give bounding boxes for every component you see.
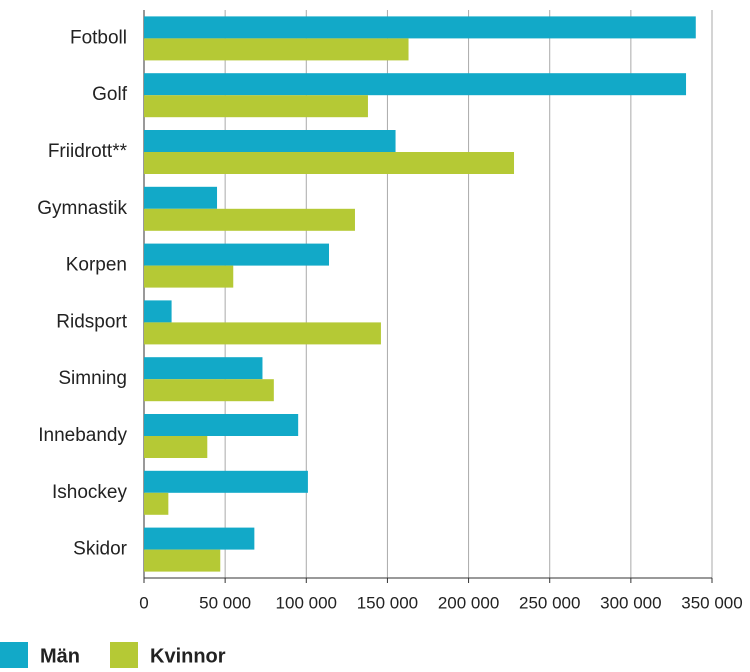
bar [144, 379, 274, 402]
bar [144, 492, 169, 515]
x-tick-label: 300 000 [600, 593, 661, 612]
bar [144, 357, 263, 380]
bar [144, 414, 299, 436]
bar [144, 265, 234, 288]
bar [144, 470, 308, 493]
bar [144, 73, 687, 96]
y-tick-label: Golf [92, 84, 128, 105]
y-tick-label: Skidor [73, 539, 128, 560]
bar [144, 300, 172, 323]
bar [144, 549, 221, 572]
bar [144, 152, 515, 174]
bar [144, 38, 409, 61]
y-tick-label: Ridsport [56, 311, 127, 332]
x-tick-label: 100 000 [276, 593, 337, 612]
bar [144, 208, 355, 231]
bar [144, 186, 218, 209]
x-tick-label: 350 000 [681, 593, 742, 612]
x-tick-label: 200 000 [438, 593, 499, 612]
y-tick-label: Simning [58, 368, 127, 389]
x-tick-label: 50 000 [199, 593, 251, 612]
legend-swatch [110, 642, 138, 668]
y-tick-label: Innebandy [38, 425, 127, 446]
bar [144, 16, 696, 39]
legend-label: Män [40, 645, 80, 667]
x-tick-label: 250 000 [519, 593, 580, 612]
bar [144, 243, 330, 266]
y-tick-label: Ishockey [52, 482, 127, 503]
legend-swatch [0, 642, 28, 668]
bar [144, 322, 381, 345]
y-tick-label: Gymnastik [37, 198, 127, 219]
y-tick-label: Korpen [66, 255, 127, 276]
y-tick-label: Fotboll [70, 27, 127, 48]
bar [144, 130, 396, 152]
bar [144, 95, 368, 118]
legend-label: Kvinnor [150, 645, 226, 667]
x-tick-label: 0 [139, 593, 148, 612]
y-tick-label: Friidrott** [48, 141, 128, 162]
bar [144, 436, 208, 458]
bar [144, 527, 255, 550]
x-tick-label: 150 000 [357, 593, 418, 612]
